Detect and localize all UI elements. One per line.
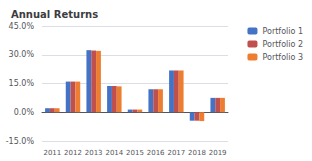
svg-text:Portfolio 3: Portfolio 3 — [262, 53, 303, 62]
svg-text:2011: 2011 — [43, 149, 61, 157]
svg-text:-15.0%: -15.0% — [6, 137, 35, 146]
svg-text:2017: 2017 — [167, 149, 185, 157]
svg-text:2012: 2012 — [64, 149, 82, 157]
svg-text:2019: 2019 — [209, 149, 227, 157]
svg-text:Annual Returns: Annual Returns — [11, 9, 98, 20]
svg-text:0.0%: 0.0% — [14, 108, 35, 117]
svg-text:45.0%: 45.0% — [9, 22, 35, 31]
svg-text:Portfolio 1: Portfolio 1 — [262, 27, 303, 36]
svg-text:2015: 2015 — [126, 149, 144, 157]
svg-text:2018: 2018 — [188, 149, 206, 157]
svg-text:30.0%: 30.0% — [9, 50, 35, 59]
svg-text:2016: 2016 — [147, 149, 165, 157]
svg-text:2014: 2014 — [105, 149, 123, 157]
svg-text:2013: 2013 — [85, 149, 103, 157]
svg-text:Portfolio 2: Portfolio 2 — [262, 40, 303, 49]
svg-text:15.0%: 15.0% — [9, 79, 35, 88]
